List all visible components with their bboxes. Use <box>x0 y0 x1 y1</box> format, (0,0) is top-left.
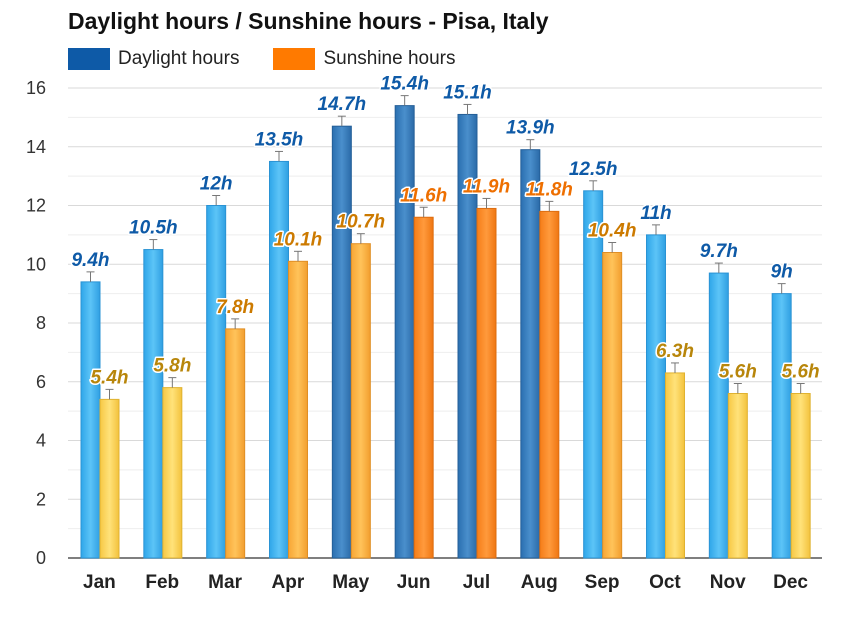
x-tick-label: Jul <box>463 572 490 593</box>
x-tick-label: Mar <box>208 572 242 593</box>
legend-label-daylight: Daylight hours <box>118 48 240 69</box>
y-tick-label: 6 <box>36 372 46 392</box>
bar-sunshine[interactable] <box>99 398 120 559</box>
data-label-daylight: 9.4h <box>71 250 109 271</box>
legend-item-sunshine[interactable]: Sunshine hours <box>273 48 456 70</box>
data-label-daylight: 9h <box>771 262 793 283</box>
bar-daylight[interactable] <box>394 105 415 559</box>
x-tick-label: Feb <box>145 572 179 593</box>
data-label-daylight: 15.4h <box>380 74 429 95</box>
x-tick-label: May <box>332 572 369 593</box>
x-tick-label: Apr <box>272 572 305 593</box>
legend-swatch-sunshine <box>273 48 316 70</box>
y-tick-label: 2 <box>36 489 46 509</box>
bar-daylight[interactable] <box>708 272 729 559</box>
y-tick-label: 10 <box>26 254 46 274</box>
data-label-sunshine: 5.6h <box>719 362 757 383</box>
x-tick-label: Jan <box>83 572 116 593</box>
x-tick-label: Jun <box>397 572 431 593</box>
y-tick-label: 8 <box>36 313 46 333</box>
data-label-daylight: 13.9h <box>506 118 555 139</box>
data-label-sunshine: 10.1h <box>274 229 323 250</box>
data-label-sunshine: 10.7h <box>337 212 386 233</box>
y-tick-label: 4 <box>36 431 46 451</box>
bar-sunshine[interactable] <box>476 207 497 559</box>
bar-daylight[interactable] <box>520 149 541 559</box>
data-label-sunshine: 10.4h <box>588 221 637 242</box>
bar-sunshine[interactable] <box>602 252 623 559</box>
bar-sunshine[interactable] <box>225 328 246 559</box>
bar-sunshine[interactable] <box>288 260 308 559</box>
data-label-sunshine: 5.4h <box>90 367 128 388</box>
data-label-daylight: 12h <box>200 174 233 195</box>
chart-legend: Daylight hours Sunshine hours <box>68 48 490 70</box>
bar-daylight[interactable] <box>646 234 666 559</box>
x-tick-label: Dec <box>773 572 808 593</box>
data-label-sunshine: 11.9h <box>463 176 510 197</box>
bar-sunshine[interactable] <box>539 210 560 559</box>
bar-daylight[interactable] <box>331 125 352 559</box>
x-tick-label: Oct <box>649 572 681 593</box>
data-label-daylight: 12.5h <box>569 159 618 180</box>
legend-item-daylight[interactable]: Daylight hours <box>68 48 239 70</box>
y-tick-label: 16 <box>26 78 46 98</box>
data-label-sunshine: 6.3h <box>656 341 694 362</box>
data-label-sunshine: 11.6h <box>400 185 447 206</box>
data-label-daylight: 13.5h <box>255 129 304 150</box>
y-tick-label: 0 <box>36 548 46 568</box>
y-tick-label: 12 <box>26 196 46 216</box>
data-label-daylight: 14.7h <box>318 94 367 115</box>
data-label-daylight: 9.7h <box>700 241 738 262</box>
data-label-daylight: 10.5h <box>129 218 178 239</box>
bar-sunshine[interactable] <box>413 216 434 559</box>
legend-label-sunshine: Sunshine hours <box>323 48 456 69</box>
legend-swatch-daylight <box>68 48 110 70</box>
data-label-daylight: 15.1h <box>443 82 492 103</box>
bar-daylight[interactable] <box>143 249 164 559</box>
bar-sunshine[interactable] <box>350 243 371 559</box>
y-tick-label: 14 <box>26 137 46 157</box>
bar-sunshine[interactable] <box>665 372 685 559</box>
data-label-sunshine: 11.8h <box>526 179 573 200</box>
x-tick-label: Nov <box>710 572 746 593</box>
data-label-sunshine: 5.6h <box>782 362 820 383</box>
bar-daylight[interactable] <box>771 293 792 559</box>
chart-title: Daylight hours / Sunshine hours - Pisa, … <box>68 8 549 34</box>
data-label-daylight: 11h <box>640 203 671 224</box>
bar-sunshine[interactable] <box>727 393 748 559</box>
x-tick-label: Sep <box>585 572 620 593</box>
bar-sunshine[interactable] <box>790 393 811 559</box>
bar-daylight[interactable] <box>269 160 289 559</box>
bar-daylight[interactable] <box>80 281 101 559</box>
data-label-sunshine: 7.8h <box>216 297 254 318</box>
bar-daylight[interactable] <box>583 190 604 559</box>
data-label-sunshine: 5.8h <box>153 356 191 377</box>
bar-daylight[interactable] <box>206 205 227 559</box>
x-tick-label: Aug <box>521 572 558 593</box>
bar-sunshine[interactable] <box>162 387 183 559</box>
